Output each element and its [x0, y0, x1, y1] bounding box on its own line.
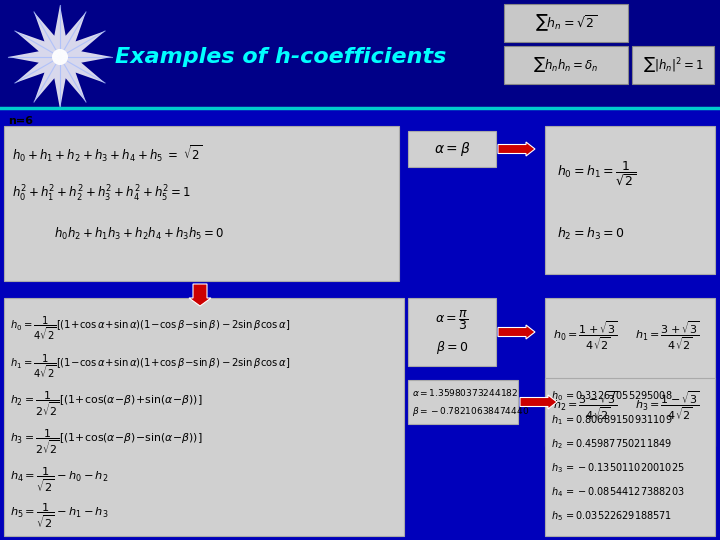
Text: $h_1=\dfrac{3+\sqrt{3}}{4\sqrt{2}}$: $h_1=\dfrac{3+\sqrt{3}}{4\sqrt{2}}$: [635, 320, 700, 353]
Text: $h_5 = \dfrac{1}{\sqrt{2}} - h_1 - h_3$: $h_5 = \dfrac{1}{\sqrt{2}} - h_1 - h_3$: [10, 502, 109, 530]
Text: $h_0=\dfrac{1+\sqrt{3}}{4\sqrt{2}}$: $h_0=\dfrac{1+\sqrt{3}}{4\sqrt{2}}$: [553, 320, 618, 353]
Text: $h_0 + h_1 + h_2 + h_3 + h_4 + h_5 \;=\; \sqrt{2}$: $h_0 + h_1 + h_2 + h_3 + h_4 + h_5 \;=\;…: [12, 144, 202, 164]
Text: $\sum |h_n|^2 = 1$: $\sum |h_n|^2 = 1$: [643, 56, 703, 75]
Text: $h_1 = \dfrac{1}{4\sqrt{2}}[(1\!-\!\cos\alpha\!+\!\sin\alpha)(1\!+\!\cos\beta\!-: $h_1 = \dfrac{1}{4\sqrt{2}}[(1\!-\!\cos\…: [10, 352, 290, 380]
Text: $h_0 = \dfrac{1}{4\sqrt{2}}[(1\!+\!\cos\alpha\!+\!\sin\alpha)(1\!-\!\cos\beta\!-: $h_0 = \dfrac{1}{4\sqrt{2}}[(1\!+\!\cos\…: [10, 314, 290, 342]
Text: $h_0 = h_1 = \dfrac{1}{\sqrt{2}}$: $h_0 = h_1 = \dfrac{1}{\sqrt{2}}$: [557, 160, 636, 188]
Text: $h_0h_2 + h_1h_3 + h_2h_4 + h_3h_5 = 0$: $h_0h_2 + h_1h_3 + h_2h_4 + h_3h_5 = 0$: [54, 226, 225, 242]
Text: $h_0$$\,= 0.33267055295008$: $h_0$$\,= 0.33267055295008$: [551, 389, 672, 403]
FancyBboxPatch shape: [4, 126, 399, 281]
Text: $h_2=\dfrac{3-\sqrt{3}}{4\sqrt{2}}$: $h_2=\dfrac{3-\sqrt{3}}{4\sqrt{2}}$: [553, 389, 618, 422]
Circle shape: [52, 49, 68, 65]
Text: $h_2 = \dfrac{1}{2\sqrt{2}}[(1\!+\!\cos(\alpha\!-\!\beta)\!+\!\sin(\alpha\!-\!\b: $h_2 = \dfrac{1}{2\sqrt{2}}[(1\!+\!\cos(…: [10, 390, 202, 418]
FancyBboxPatch shape: [408, 298, 496, 366]
FancyBboxPatch shape: [504, 46, 628, 84]
FancyArrow shape: [498, 325, 535, 339]
FancyBboxPatch shape: [545, 298, 715, 446]
FancyArrow shape: [189, 284, 211, 306]
FancyBboxPatch shape: [408, 380, 518, 424]
Text: $h_5$$\,= 0.03522629188571$: $h_5$$\,= 0.03522629188571$: [551, 509, 672, 523]
Text: $h_3=\dfrac{1-\sqrt{3}}{4\sqrt{2}}$: $h_3=\dfrac{1-\sqrt{3}}{4\sqrt{2}}$: [635, 389, 700, 422]
FancyBboxPatch shape: [408, 131, 496, 167]
FancyArrow shape: [498, 142, 535, 156]
Text: $h_2$$\,= 0.45987750211849$: $h_2$$\,= 0.45987750211849$: [551, 437, 672, 451]
Text: $\beta = -0.78210638474440$: $\beta = -0.78210638474440$: [412, 404, 529, 417]
Text: $\sum h_n = \sqrt{2}$: $\sum h_n = \sqrt{2}$: [535, 12, 597, 33]
FancyBboxPatch shape: [545, 126, 715, 274]
Text: $h_4 = \dfrac{1}{\sqrt{2}} - h_0 - h_2$: $h_4 = \dfrac{1}{\sqrt{2}} - h_0 - h_2$: [10, 466, 109, 494]
Text: $\alpha = \beta$: $\alpha = \beta$: [433, 140, 470, 158]
Text: n=6: n=6: [8, 116, 33, 126]
FancyBboxPatch shape: [0, 0, 720, 108]
Text: $\alpha = 1.35980373244182$: $\alpha = 1.35980373244182$: [412, 388, 518, 399]
Text: $\beta = 0$: $\beta = 0$: [436, 340, 468, 356]
FancyBboxPatch shape: [504, 4, 628, 42]
Text: $\alpha = \dfrac{\pi}{3}$: $\alpha = \dfrac{\pi}{3}$: [435, 308, 469, 332]
Text: $h_0^2 + h_1^2 + h_2^2 + h_3^2 + h_4^2 + h_5^2 = 1$: $h_0^2 + h_1^2 + h_2^2 + h_3^2 + h_4^2 +…: [12, 184, 191, 204]
FancyBboxPatch shape: [4, 298, 404, 536]
FancyBboxPatch shape: [632, 46, 714, 84]
Text: $h_4$$\,= −0.08544127388203$: $h_4$$\,= −0.08544127388203$: [551, 485, 685, 499]
Text: $h_3$$\,= −0.13501102001025$: $h_3$$\,= −0.13501102001025$: [551, 461, 685, 475]
Polygon shape: [8, 5, 112, 109]
Text: $\sum h_n h_{n} = \delta_{n}$: $\sum h_n h_{n} = \delta_{n}$: [534, 56, 599, 75]
FancyArrow shape: [520, 395, 557, 409]
Text: $h_2 = h_3 = 0$: $h_2 = h_3 = 0$: [557, 226, 624, 242]
Text: Examples of h-coefficients: Examples of h-coefficients: [115, 47, 446, 67]
Text: $h_3 = \dfrac{1}{2\sqrt{2}}[(1\!+\!\cos(\alpha\!-\!\beta)\!-\!\sin(\alpha\!-\!\b: $h_3 = \dfrac{1}{2\sqrt{2}}[(1\!+\!\cos(…: [10, 428, 202, 456]
Text: $h_1$$\,= 0.80689150931109$: $h_1$$\,= 0.80689150931109$: [551, 413, 672, 427]
FancyBboxPatch shape: [545, 378, 715, 536]
